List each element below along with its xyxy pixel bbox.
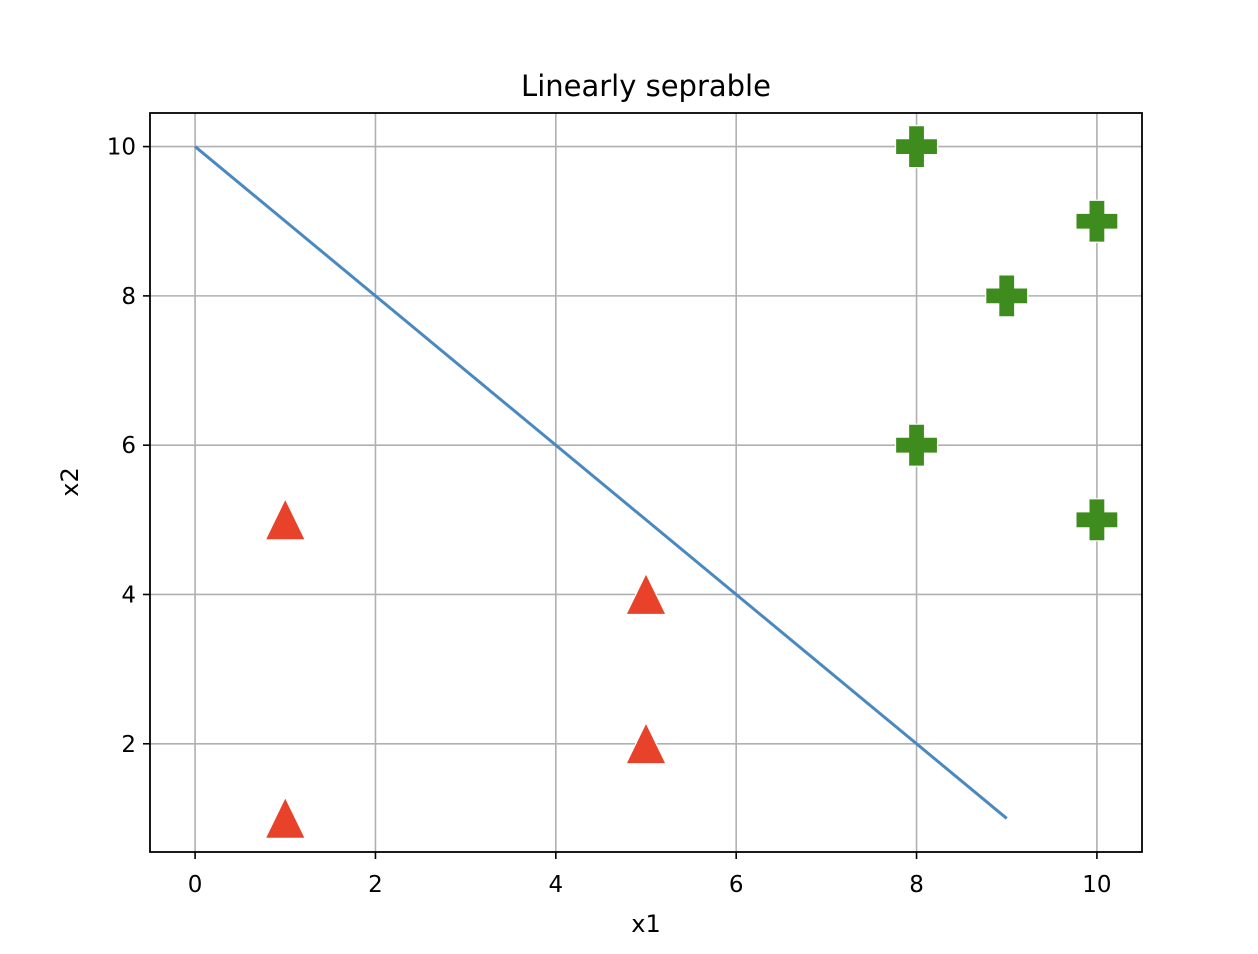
plot-frame [149,112,1143,853]
triangle-point [264,498,306,541]
x-tick-label: 10 [1082,872,1111,898]
y-tick-label: 10 [107,135,136,161]
x-tick-label: 6 [729,872,744,898]
x-tick-label: 8 [909,872,924,898]
triangle-point [264,796,306,840]
series-layer [194,124,1119,840]
x-axis-label: x1 [631,910,660,938]
x-tick-label: 2 [368,872,383,898]
ticks: 0 2 4 6 8 10 2 4 6 8 10 [107,135,1112,898]
plus-point [985,274,1029,318]
plus-point [1075,498,1119,542]
y-tick-label: 6 [121,433,136,459]
decision-boundary-line [194,145,1008,820]
x-tick-label: 4 [548,872,563,898]
y-tick-label: 8 [121,284,136,310]
triangle-point [625,572,667,616]
y-tick-label: 4 [121,582,136,608]
plus-point [894,423,939,467]
y-axis-label: x2 [56,467,84,496]
plus-point [894,124,939,169]
x-tick-label: 0 [188,872,203,898]
triangle-point [625,722,667,765]
plus-point [1075,199,1119,243]
y-tick-label: 2 [121,732,136,758]
chart-title: Linearly seprable [521,69,771,103]
